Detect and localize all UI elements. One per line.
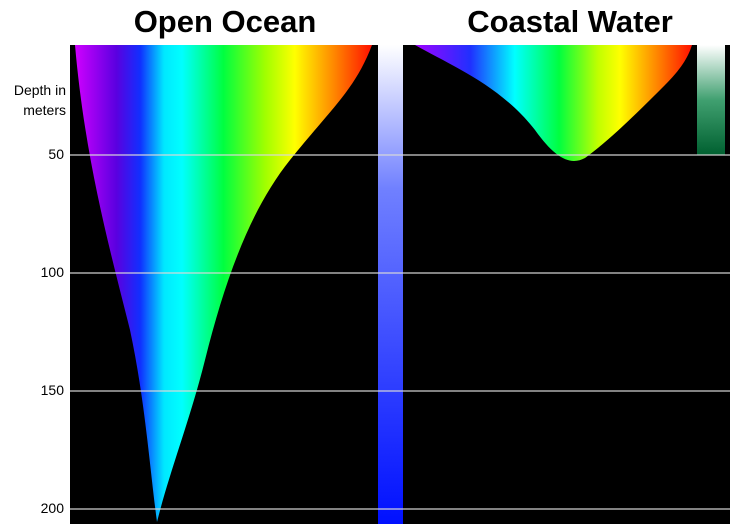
tick-label: 100 bbox=[0, 264, 64, 280]
tick-label: 50 bbox=[0, 146, 64, 162]
coastal-color-bar bbox=[697, 45, 725, 155]
title: Open Ocean bbox=[95, 4, 355, 40]
tick-label: 200 bbox=[0, 500, 64, 516]
axis-label: Depth in meters bbox=[0, 80, 66, 120]
title: Coastal Water bbox=[430, 4, 710, 40]
diagram: Open Ocean Coastal Water Depth in meters… bbox=[0, 0, 730, 524]
open-ocean-color-bar bbox=[378, 45, 403, 524]
canvas bbox=[0, 0, 730, 524]
tick-label: 150 bbox=[0, 382, 64, 398]
